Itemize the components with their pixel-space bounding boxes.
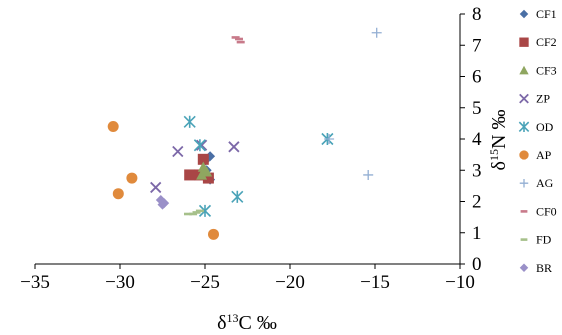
- data-point: [199, 164, 211, 175]
- x-axis-title: δ13C ‰: [217, 311, 277, 334]
- legend: CF1 CF2 CF3 ZP OD AP AG CF0 FD BR: [518, 7, 557, 275]
- y-tick-label: 7: [472, 35, 482, 56]
- data-point: [184, 169, 196, 181]
- y-tick-label: 3: [472, 160, 482, 181]
- x-ticks: −35 −30 −25 −20 −15 −10: [20, 264, 475, 293]
- legend-marker: [519, 178, 529, 188]
- data-point: [112, 188, 124, 200]
- legend-label: ZP: [536, 92, 550, 106]
- y-tick-label: 1: [472, 223, 482, 244]
- data-point: [231, 190, 244, 203]
- legend-marker: [519, 9, 529, 19]
- x-tick-label: −10: [445, 272, 475, 293]
- data-point: [107, 121, 119, 132]
- series-ag: [324, 27, 382, 180]
- legend-item-cf1: CF1: [519, 7, 557, 21]
- data-point: [197, 153, 209, 165]
- legend-item-zp: ZP: [519, 92, 550, 106]
- legend-label: FD: [536, 233, 552, 247]
- legend-label: CF2: [536, 35, 557, 49]
- x-tick-label: −20: [275, 272, 305, 293]
- data-point: [159, 198, 170, 209]
- legend-marker: [519, 65, 529, 75]
- y-tick-label: 5: [472, 98, 482, 119]
- legend-label: AP: [536, 148, 552, 162]
- data-point: [198, 204, 212, 217]
- data-point: [126, 172, 138, 184]
- data-point: [202, 172, 214, 184]
- legend-item-ap: AP: [519, 148, 552, 162]
- legend-item-cf0: CF0: [520, 204, 557, 218]
- legend-marker: [519, 150, 529, 160]
- legend-item-od: OD: [518, 120, 554, 134]
- data-point: [183, 115, 196, 128]
- legend-item-ag: AG: [519, 176, 554, 190]
- x-tick-label: −35: [20, 272, 50, 293]
- legend-label: CF1: [536, 7, 557, 21]
- y-tick-label: 0: [472, 254, 482, 275]
- legend-marker: [519, 37, 529, 47]
- series-ap: [107, 121, 219, 240]
- legend-item-cf3: CF3: [519, 63, 557, 77]
- legend-label: CF0: [536, 204, 557, 218]
- y-tick-label: 4: [472, 129, 482, 150]
- legend-label: AG: [536, 176, 554, 190]
- series-cf3: [196, 161, 213, 180]
- legend-item-fd: FD: [520, 233, 552, 247]
- legend-marker: [519, 263, 529, 273]
- legend-item-br: BR: [519, 261, 552, 275]
- y-ticks: 0 1 2 3 4 5 6 7 8: [460, 4, 482, 275]
- legend-label: CF3: [536, 63, 557, 77]
- series-zp: [150, 139, 240, 194]
- data-point: [150, 181, 162, 194]
- legend-item-cf2: CF2: [519, 35, 557, 49]
- y-axis-title: δ15N ‰: [487, 110, 510, 171]
- series-br: [155, 194, 170, 210]
- legend-label: BR: [536, 261, 552, 275]
- legend-marker: [519, 93, 529, 104]
- y-tick-label: 8: [472, 4, 482, 25]
- legend-marker: [518, 121, 530, 133]
- legend-label: OD: [536, 120, 554, 134]
- data-point: [371, 27, 382, 38]
- axes: [35, 14, 461, 265]
- data-point: [324, 134, 335, 144]
- data-point: [193, 139, 206, 152]
- series-cf0: [231, 36, 245, 44]
- data-point: [172, 145, 184, 158]
- data-points: [107, 27, 382, 240]
- x-tick-label: −15: [360, 272, 390, 293]
- data-point: [208, 228, 219, 240]
- x-tick-label: −25: [190, 272, 220, 293]
- series-fd: [184, 209, 204, 216]
- y-tick-label: 2: [472, 192, 482, 213]
- x-tick-label: −30: [105, 272, 135, 293]
- data-point: [228, 141, 240, 153]
- data-point: [363, 169, 374, 180]
- y-tick-label: 6: [472, 67, 482, 88]
- data-point: [195, 139, 208, 151]
